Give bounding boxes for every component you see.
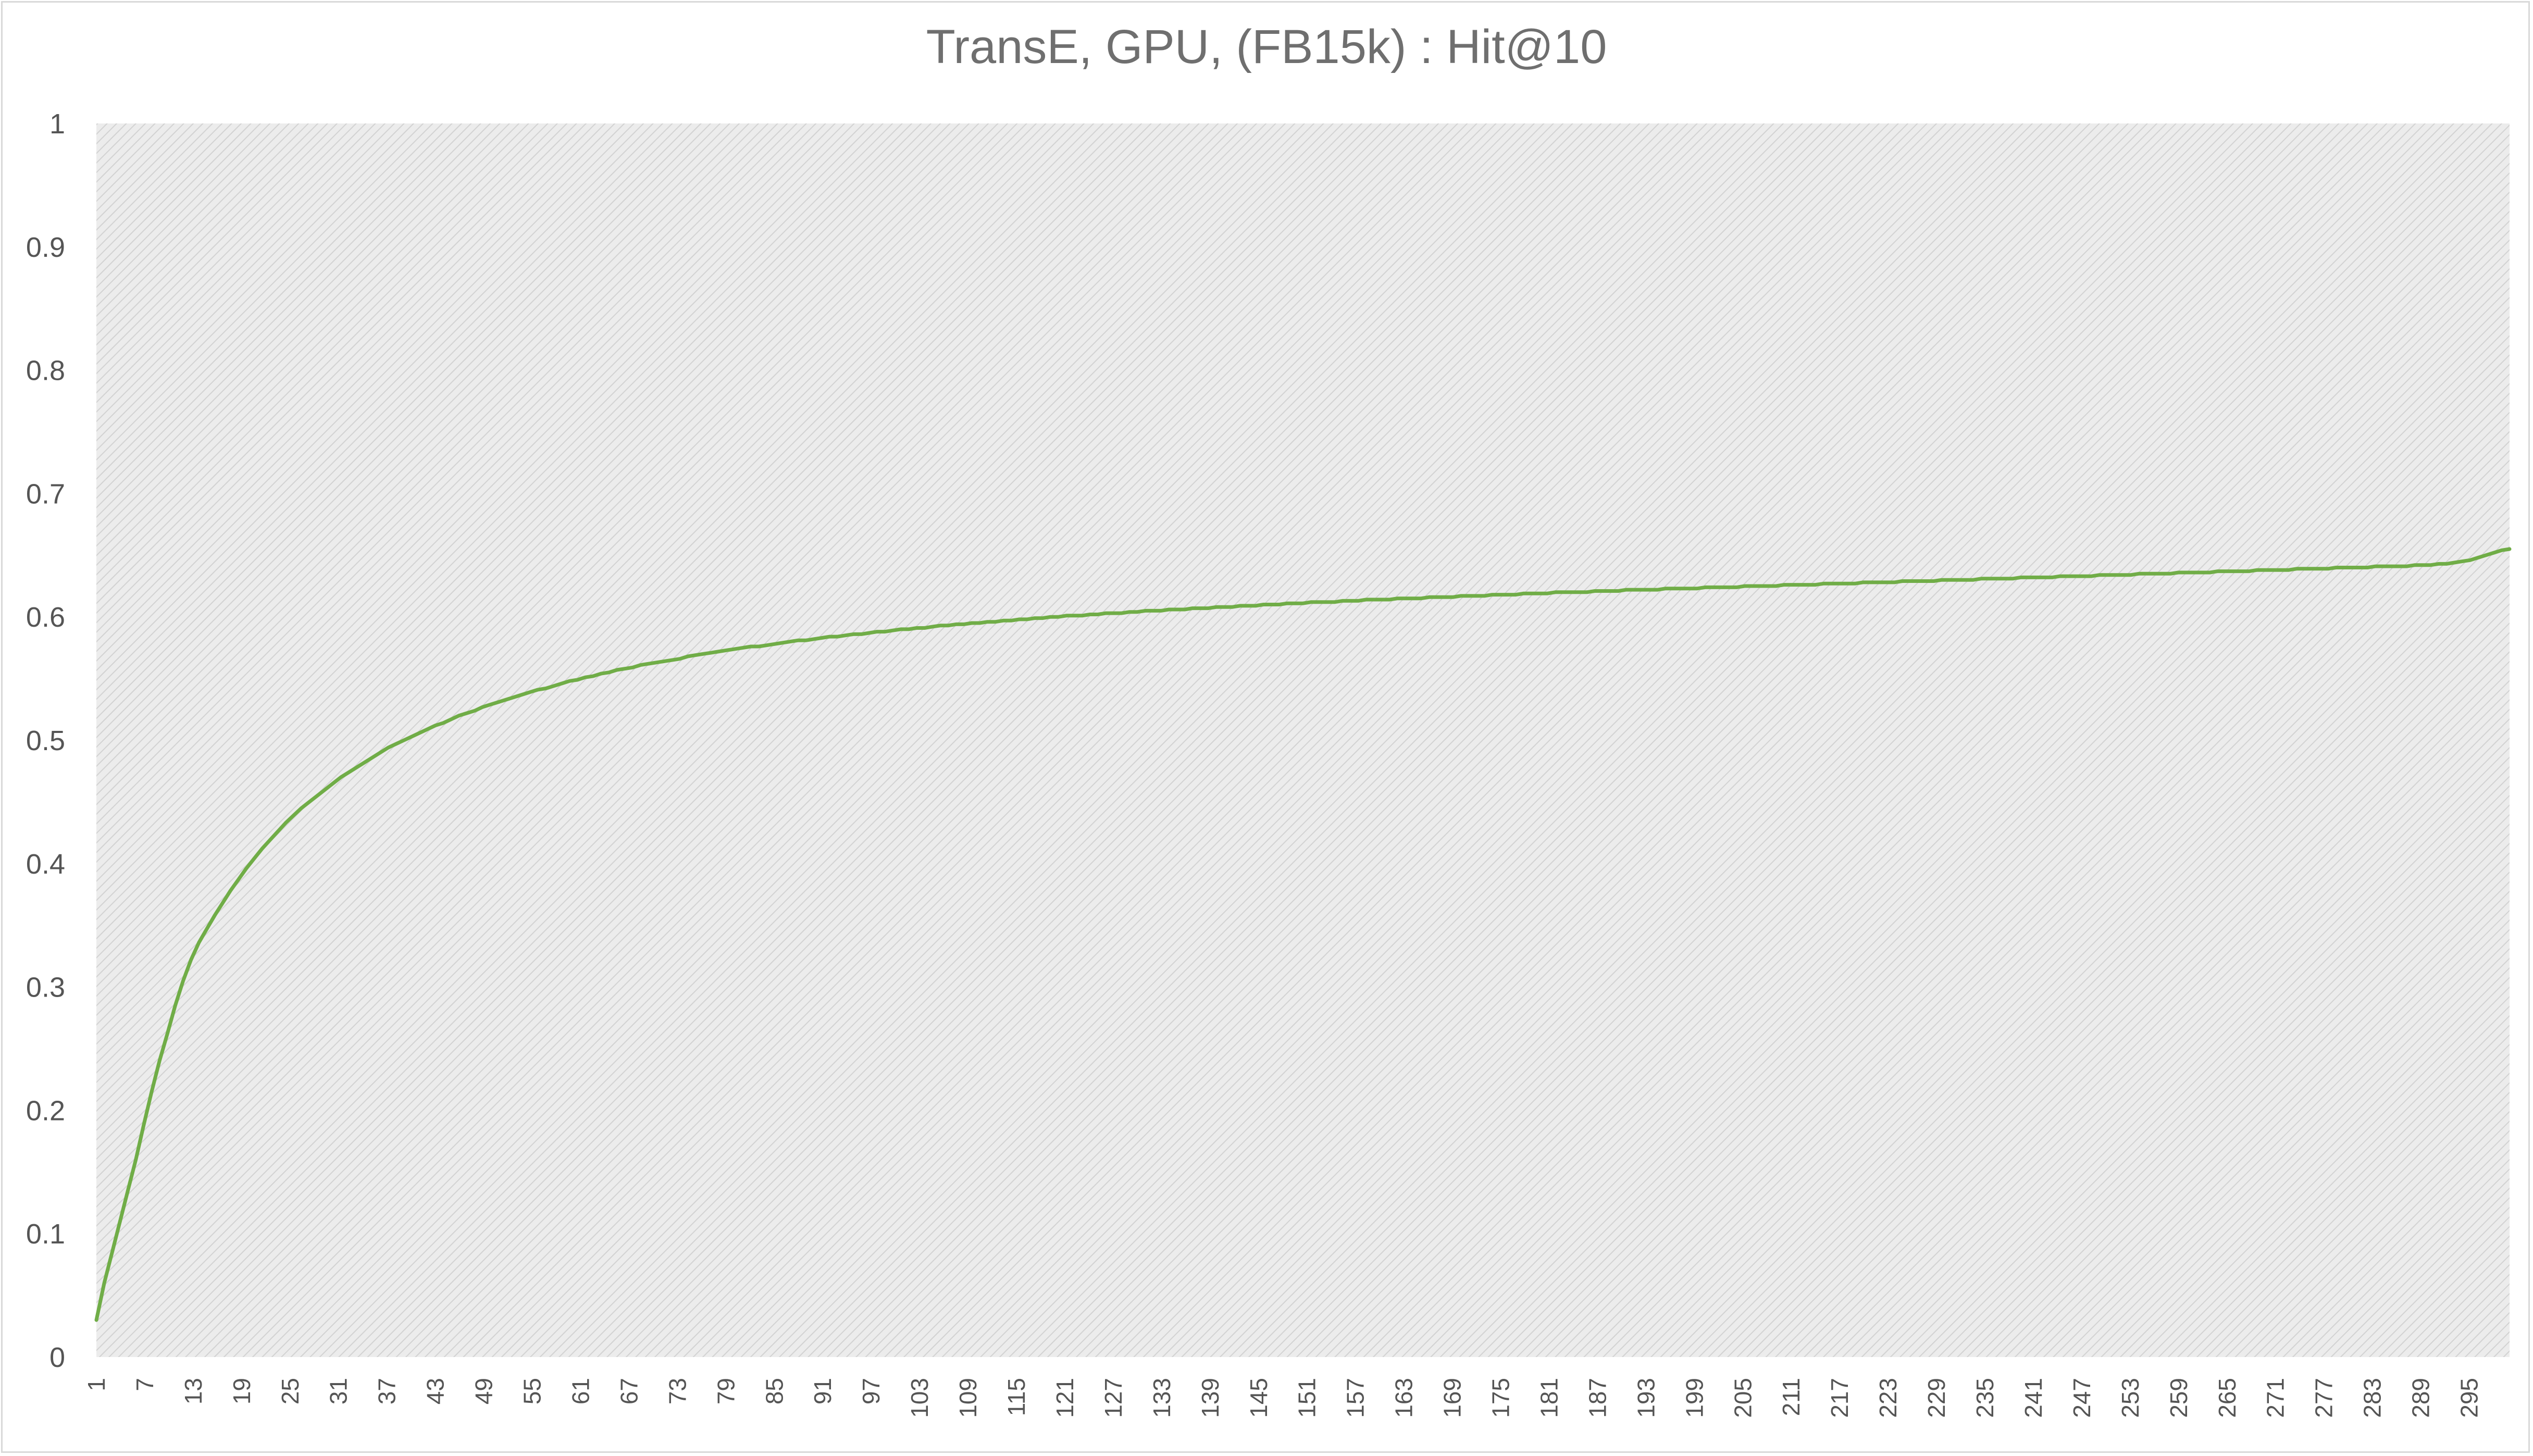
- x-tick-label: 121: [1051, 1378, 1078, 1418]
- x-tick-label: 97: [858, 1378, 885, 1404]
- x-tick-label: 259: [2165, 1378, 2192, 1418]
- y-tick-label: 0.8: [26, 355, 65, 387]
- y-tick-label: 0.9: [26, 232, 65, 263]
- x-tick-label: 13: [180, 1378, 207, 1404]
- x-tick-label: 295: [2456, 1378, 2483, 1418]
- x-tick-label: 1: [83, 1378, 110, 1391]
- x-tick-label: 91: [809, 1378, 836, 1404]
- x-tick-label: 31: [325, 1378, 352, 1404]
- x-tick-label: 199: [1681, 1378, 1708, 1418]
- x-tick-label: 235: [1971, 1378, 1998, 1418]
- series-layer: [94, 547, 2512, 1322]
- x-tick-label: 217: [1826, 1378, 1853, 1418]
- plot-area: [96, 123, 2510, 1357]
- x-tick-label: 109: [954, 1378, 982, 1418]
- x-tick-label: 211: [1778, 1378, 1805, 1416]
- y-tick-label: 0.6: [26, 602, 65, 633]
- x-tick-label: 61: [567, 1378, 594, 1404]
- y-tick-label: 1: [49, 108, 65, 140]
- y-tick-label: 0.7: [26, 478, 65, 509]
- x-tick-label: 187: [1584, 1378, 1611, 1418]
- chart-title: TransE, GPU, (FB15k) : Hit@10: [926, 20, 1607, 73]
- x-tick-label: 151: [1294, 1378, 1321, 1418]
- x-tick-label: 247: [2068, 1378, 2095, 1418]
- y-tick-label: 0.1: [26, 1218, 65, 1250]
- x-tick-label: 133: [1148, 1378, 1175, 1418]
- y-tick-label: 0.4: [26, 849, 65, 880]
- x-tick-label: 193: [1632, 1378, 1659, 1418]
- x-tick-label: 145: [1245, 1378, 1272, 1418]
- x-tick-label: 79: [712, 1378, 739, 1404]
- x-tick-label: 25: [277, 1378, 304, 1404]
- x-tick-label: 253: [2117, 1378, 2144, 1418]
- series-line: [94, 547, 2512, 1322]
- x-tick-label: 7: [131, 1378, 158, 1391]
- x-tick-label: 55: [519, 1378, 546, 1404]
- x-tick-label: 205: [1729, 1378, 1756, 1418]
- x-axis: 1 7 13 19 25 31 37 43 49 55 61 67 73 79 85 91 97 103 109 11…: [83, 1378, 2483, 1418]
- x-tick-label: 85: [761, 1378, 788, 1404]
- x-tick-label: 157: [1342, 1378, 1369, 1418]
- x-tick-label: 289: [2407, 1378, 2435, 1418]
- x-tick-label: 169: [1439, 1378, 1466, 1418]
- x-tick-label: 73: [664, 1378, 691, 1404]
- y-tick-label: 0.3: [26, 972, 65, 1003]
- x-tick-label: 19: [228, 1378, 255, 1404]
- x-tick-label: 181: [1535, 1378, 1562, 1418]
- x-tick-label: 223: [1874, 1378, 1902, 1418]
- x-tick-label: 37: [374, 1378, 401, 1404]
- x-tick-label: 283: [2359, 1378, 2386, 1418]
- y-tick-label: 0.2: [26, 1095, 65, 1126]
- x-tick-label: 241: [2020, 1378, 2047, 1418]
- x-tick-label: 175: [1487, 1378, 1514, 1418]
- x-tick-label: 43: [422, 1378, 449, 1404]
- y-tick-label: 0: [49, 1342, 65, 1373]
- x-tick-label: 271: [2262, 1378, 2289, 1418]
- x-tick-label: 139: [1197, 1378, 1224, 1418]
- x-tick-label: 115: [1003, 1378, 1030, 1416]
- x-tick-label: 127: [1100, 1378, 1127, 1418]
- y-tick-label: 0.5: [26, 725, 65, 756]
- x-tick-label: 49: [470, 1378, 498, 1404]
- x-tick-label: 67: [615, 1378, 642, 1404]
- y-axis: 0 0.1 0.2 0.3 0.4 0.5 0.6 0.7 0.8 0.9 1: [26, 108, 65, 1373]
- x-tick-label: 103: [906, 1378, 933, 1418]
- x-tick-label: 229: [1923, 1378, 1950, 1418]
- x-tick-label: 277: [2311, 1378, 2338, 1418]
- x-tick-label: 163: [1390, 1378, 1418, 1418]
- x-tick-label: 265: [2214, 1378, 2241, 1418]
